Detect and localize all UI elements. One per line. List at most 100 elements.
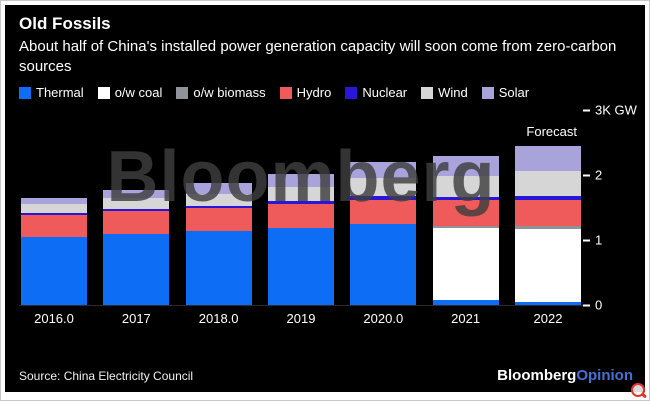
legend-label: o/w biomass: [193, 85, 266, 100]
segment-thermal: [21, 236, 87, 305]
brand-opinion: Opinion: [576, 367, 633, 384]
legend-label: Nuclear: [362, 85, 408, 100]
segment-o-w-coal: [432, 228, 499, 300]
legend-item-nuclear: Nuclear: [345, 85, 407, 100]
y-tick-0: 0: [583, 298, 602, 313]
segment-thermal: [514, 301, 581, 305]
chart-area: Bloomberg Forecast 3K GW 2 1 0: [19, 103, 637, 313]
segment-wind: [185, 193, 252, 206]
tick-mark: [583, 174, 590, 176]
segment-hydro: [103, 211, 170, 234]
legend-item-wind: Wind: [421, 85, 468, 100]
segment-wind: [432, 175, 499, 198]
magnifier-handle: [640, 392, 648, 399]
y-tick-label: 0: [595, 297, 603, 313]
legend-swatch-solar: [481, 86, 494, 99]
y-axis: 3K GW 2 1 0: [583, 103, 637, 313]
legend-label: Wind: [438, 85, 468, 100]
bar-2018-0: [185, 182, 252, 305]
segment-nuclear: [267, 201, 334, 205]
segment-solar: [185, 182, 252, 194]
legend-swatch-o-w-coal: [97, 86, 110, 99]
segment-wind: [103, 198, 170, 209]
plot-area: Bloomberg Forecast: [19, 110, 583, 306]
segment-nuclear: [185, 205, 252, 209]
legend-item-thermal: Thermal: [19, 85, 84, 100]
segment-hydro: [432, 200, 499, 226]
legend-swatch-thermal: [19, 86, 31, 99]
segment-thermal: [267, 227, 334, 305]
segment-thermal: [432, 299, 499, 305]
x-label-2016-0: 2016.0: [34, 311, 74, 326]
segment-nuclear: [432, 197, 499, 201]
y-tick-2: 2: [583, 168, 602, 183]
segment-solar: [514, 146, 581, 172]
segment-wind: [350, 178, 417, 197]
magnifier-zoom-icon[interactable]: [629, 382, 648, 400]
legend-label: o/w coal: [114, 85, 163, 100]
legend-label: Thermal: [36, 85, 84, 100]
chart-panel: Old Fossils About half of China's instal…: [5, 5, 645, 392]
legend-item-solar: Solar: [481, 85, 530, 100]
segment-thermal: [103, 233, 170, 305]
segment-thermal: [185, 230, 252, 305]
bar-2022: [514, 146, 581, 305]
legend-swatch-o-w-biomass: [176, 86, 189, 99]
chart-subtitle: About half of China's installed power ge…: [19, 38, 617, 75]
tick-mark: [583, 239, 590, 241]
bar-2021: [432, 155, 499, 305]
y-tick-label: 3K GW: [595, 102, 637, 118]
bar-2016-0: [21, 198, 87, 305]
x-label-2021: 2021: [451, 311, 481, 326]
segment-wind: [21, 203, 87, 214]
segment-o-w-coal: [514, 228, 581, 302]
y-tick-label: 2: [595, 167, 603, 183]
segment-solar: [432, 155, 499, 176]
x-label-2019: 2019: [286, 311, 316, 326]
chart-footer: Source: China Electricity Council Bloomb…: [19, 367, 633, 386]
forecast-label: Forecast: [526, 124, 577, 139]
legend-item-hydro: Hydro: [279, 85, 332, 100]
x-axis-labels: 2016.0 2017 2018.0 2019 2020.0 2021 2022: [19, 311, 583, 326]
x-label-2017: 2017: [121, 311, 151, 326]
segment-wind: [514, 171, 581, 196]
bar-2020-0: [350, 162, 417, 305]
segment-nuclear: [514, 195, 581, 200]
tick-mark: [583, 109, 590, 111]
source-credit: Source: China Electricity Council: [19, 369, 194, 383]
legend-label: Solar: [498, 85, 530, 100]
segment-o-w-biomass: [432, 225, 499, 229]
y-tick-label: 1: [595, 232, 603, 248]
y-tick-3k-gw: 3K GW: [583, 103, 637, 118]
segment-hydro: [267, 204, 334, 228]
legend: Thermal o/w coal o/w biomass Hydro Nuclear Wi…: [19, 85, 633, 100]
segment-hydro: [514, 199, 581, 226]
legend-swatch-nuclear: [345, 86, 358, 99]
bloomberg-opinion-logo: BloombergOpinion: [497, 367, 633, 384]
x-label-2018-0: 2018.0: [198, 311, 239, 326]
brand-bloomberg: Bloomberg: [497, 367, 577, 384]
bar-2017: [103, 189, 170, 305]
x-label-2020-0: 2020.0: [363, 311, 404, 326]
x-label-2022: 2022: [533, 311, 563, 326]
y-tick-1: 1: [583, 233, 602, 248]
segment-nuclear: [103, 208, 170, 212]
segment-hydro: [350, 199, 417, 224]
segment-hydro: [185, 208, 252, 231]
segment-solar: [21, 198, 87, 204]
segment-solar: [350, 162, 417, 179]
segment-nuclear: [21, 213, 87, 216]
segment-solar: [103, 189, 170, 199]
legend-swatch-hydro: [279, 86, 292, 99]
bars-container: [21, 110, 581, 305]
bar-2019: [267, 174, 334, 305]
legend-item-o-w-coal: o/w coal: [97, 85, 163, 100]
segment-hydro: [21, 215, 87, 237]
chart-title: Old Fossils: [19, 14, 111, 33]
legend-item-o-w-biomass: o/w biomass: [176, 85, 266, 100]
legend-label: Hydro: [296, 85, 332, 100]
segment-nuclear: [350, 196, 417, 200]
legend-swatch-wind: [421, 86, 434, 99]
segment-solar: [267, 174, 334, 188]
